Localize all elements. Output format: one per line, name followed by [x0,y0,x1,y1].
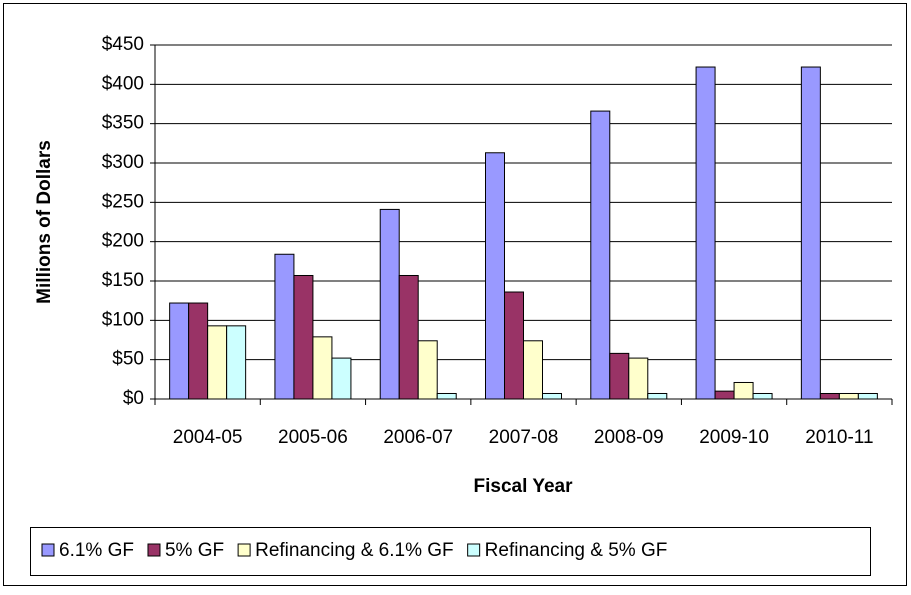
y-axis-title: Millions of Dollars [34,140,55,304]
x-tick-label: 2008-09 [594,427,664,448]
bar [207,325,228,400]
x-tick-label: 2006-07 [383,427,453,448]
bar [485,152,505,400]
bar [857,392,878,400]
y-tick-label: $150 [102,270,144,291]
x-tick-label: 2009-10 [699,427,769,448]
bar [398,274,419,400]
x-axis-title: Fiscal Year [474,476,574,497]
bar [312,336,333,400]
bar [542,392,562,400]
legend-label: 6.1% GF [59,540,134,561]
bar [714,390,735,400]
legend-swatch [467,543,481,557]
bar [226,325,247,400]
x-tick-label: 2005-06 [278,427,348,448]
bar [417,340,438,400]
bar [800,66,821,400]
legend-swatch [147,543,161,557]
chart-border [3,3,907,586]
bar [838,392,859,400]
bar [169,302,190,400]
legend-swatch [237,543,251,557]
bar [293,274,314,400]
y-tick-label: $300 [102,152,144,173]
y-tick-label: $0 [123,388,144,409]
bar [752,392,773,400]
legend-label: 5% GF [165,540,224,561]
bar [695,66,716,400]
bar [331,357,352,400]
y-tick-label: $50 [112,349,144,370]
y-tick-label: $200 [102,231,144,252]
x-tick-label: 2007-08 [489,427,559,448]
x-tick-label: 2004-05 [173,427,243,448]
bar [274,253,295,400]
bar [733,381,754,400]
x-tick-label: 2010-11 [805,427,873,448]
bar [628,357,649,400]
legend-box [30,527,871,576]
legend-label: Refinancing & 5% GF [485,540,668,561]
bar [819,392,840,400]
y-tick-label: $350 [102,113,144,134]
bar [188,302,209,400]
bar [504,291,524,400]
bar [436,392,457,400]
legend-label: Refinancing & 6.1% GF [255,540,454,561]
y-tick-label: $450 [102,34,144,55]
y-tick-label: $100 [102,309,144,330]
bar [590,110,611,400]
legend-swatch [41,543,55,557]
bar [647,392,668,400]
bar [379,208,400,400]
y-tick-label: $250 [102,191,144,212]
y-tick-label: $400 [102,73,144,94]
bar [523,340,543,400]
bar [609,352,630,400]
